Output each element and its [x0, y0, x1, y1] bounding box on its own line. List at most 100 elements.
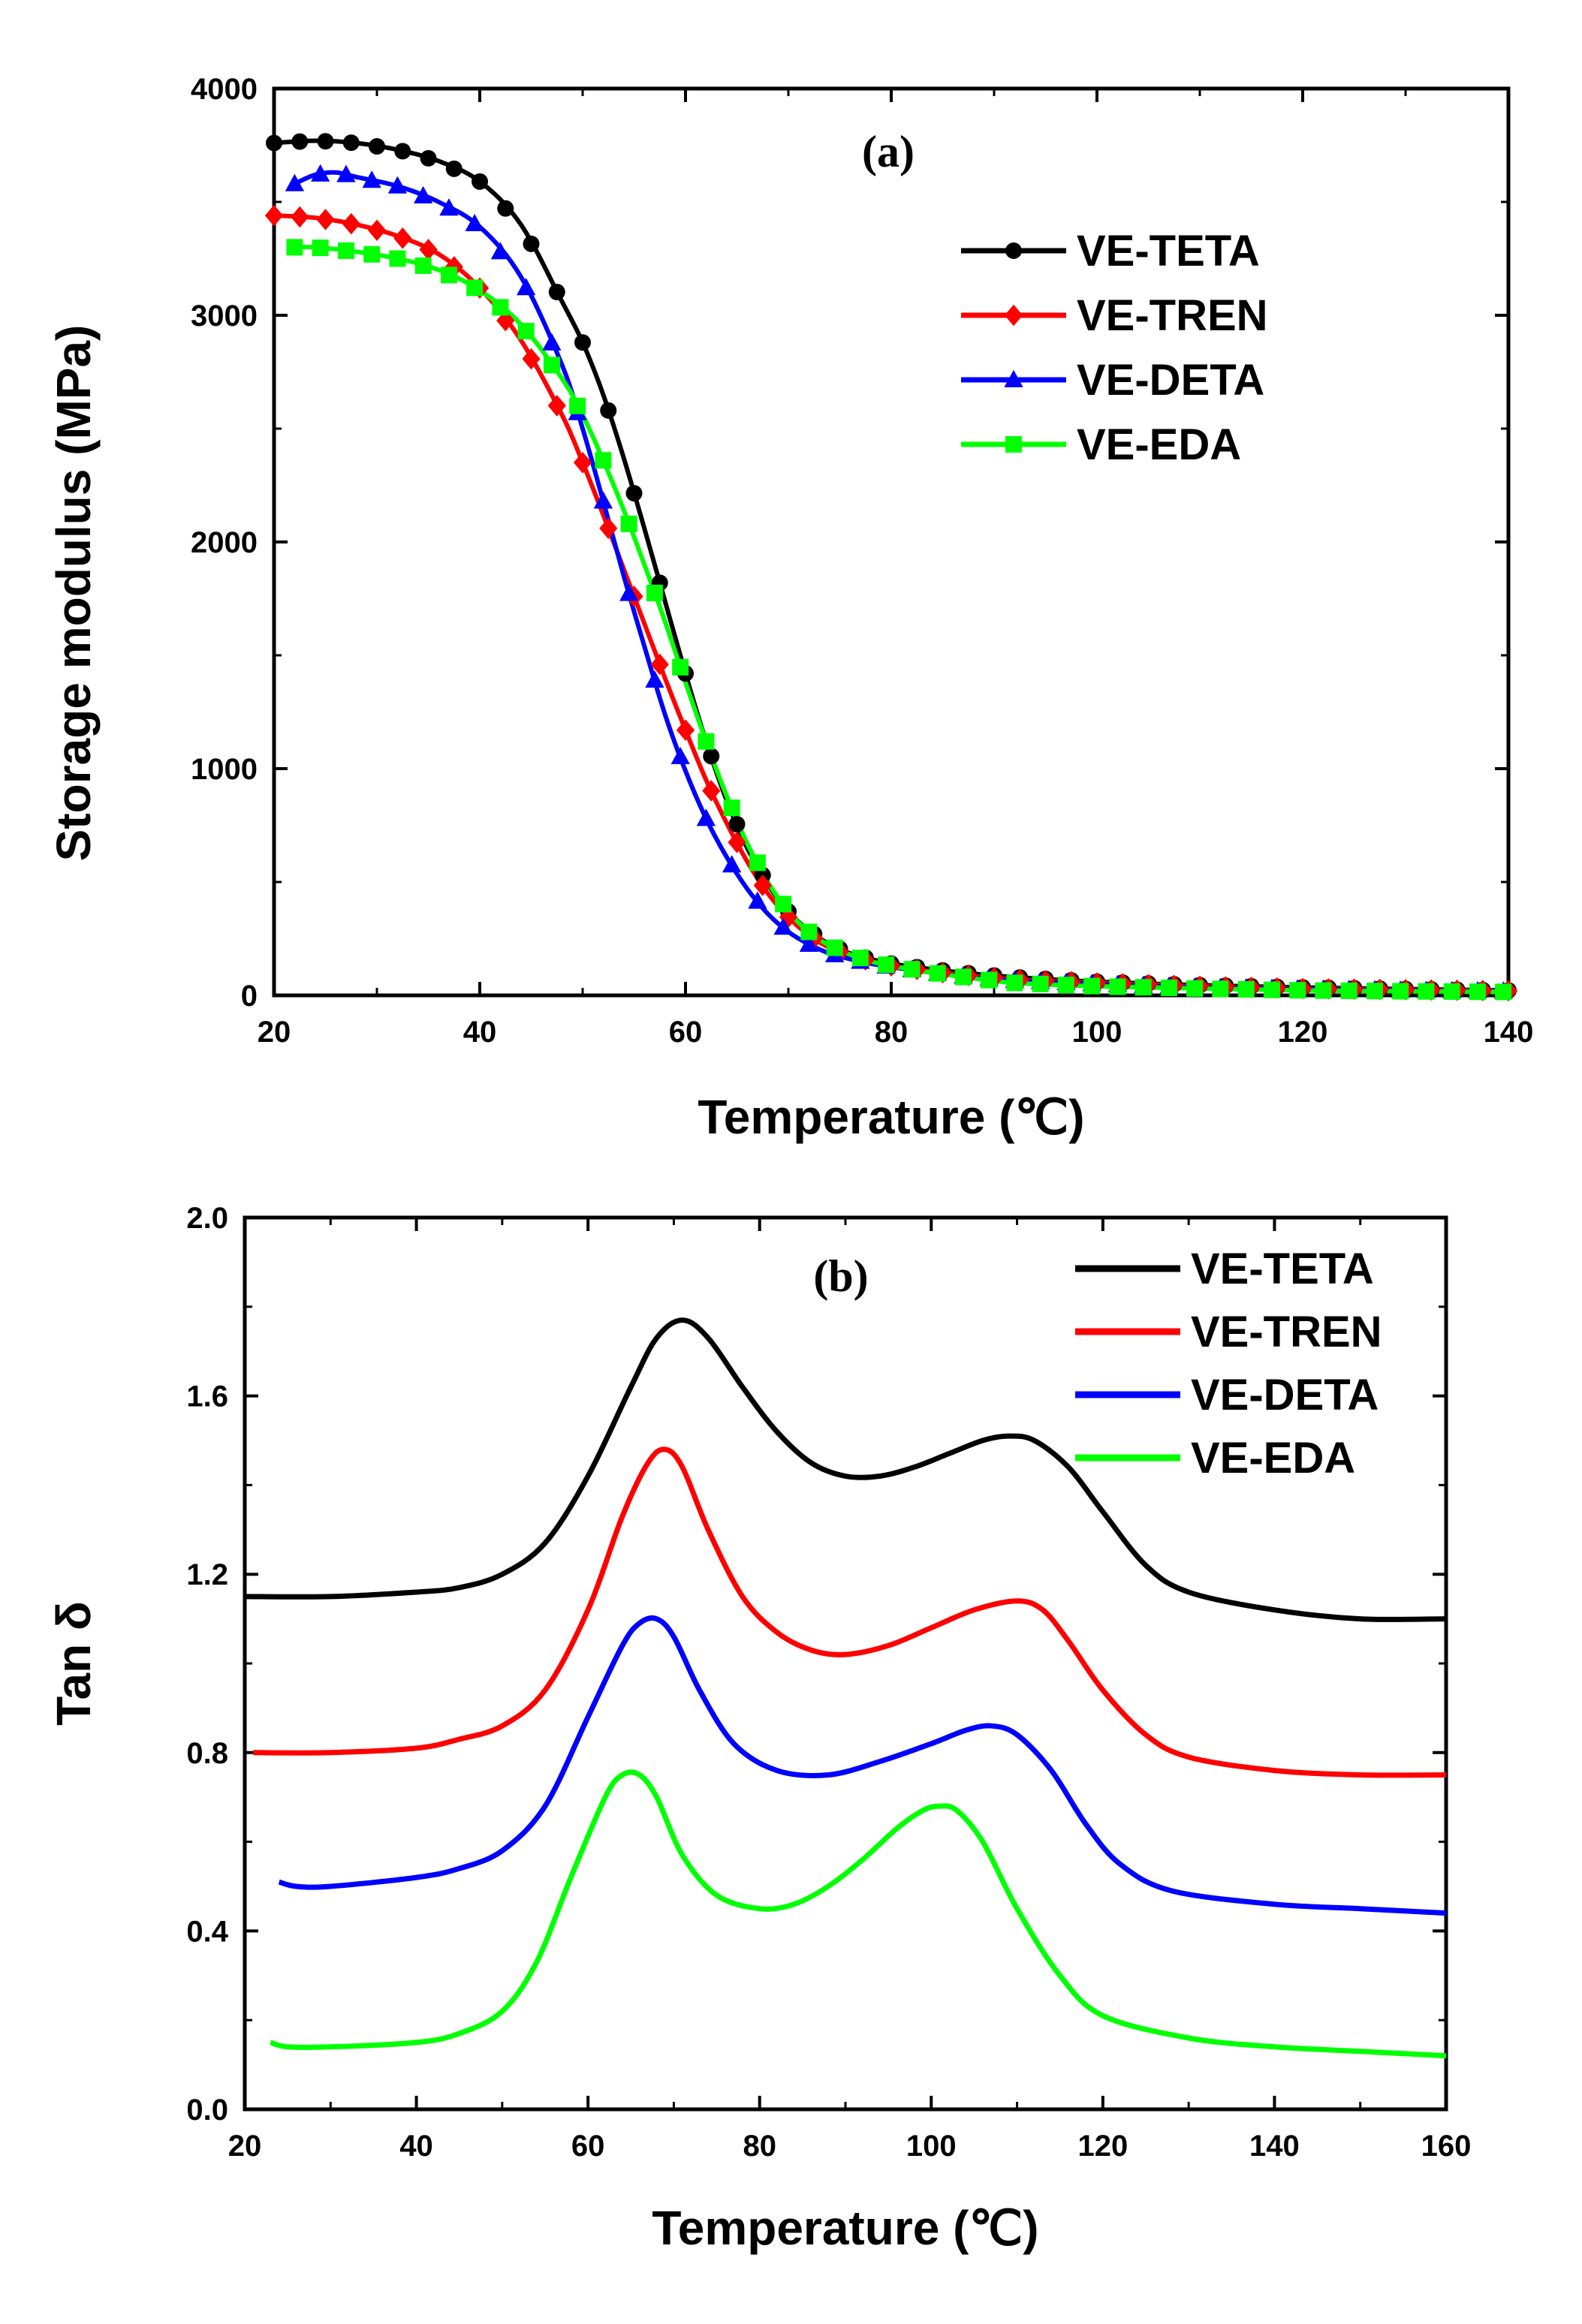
marker-ve-eda — [672, 658, 689, 676]
y-tick-label: 3000 — [191, 300, 258, 333]
marker-ve-deta — [799, 934, 819, 952]
legend-label-ve-deta: VE-DETA — [1077, 356, 1264, 405]
marker-ve-tren — [779, 906, 798, 929]
marker-ve-eda — [517, 323, 535, 340]
marker-ve-tren — [702, 780, 721, 802]
y-axis-title-b: Tan δ — [47, 1601, 101, 1726]
marker-ve-eda — [775, 896, 792, 913]
marker-ve-teta — [317, 133, 334, 150]
marker-ve-teta — [497, 200, 514, 217]
x-tick-label: 40 — [399, 2130, 433, 2163]
series-line-ve-eda — [270, 1769, 1447, 2059]
marker-ve-eda — [954, 968, 972, 986]
marker-ve-eda — [569, 397, 586, 414]
marker-ve-teta — [574, 334, 591, 351]
legend-label-ve-teta: VE-TETA — [1191, 1245, 1374, 1293]
x-tick-label: 140 — [1484, 1016, 1534, 1049]
marker-ve-deta — [414, 185, 433, 203]
legend-a: VE-TETA VE-TREN VE-DETA VE-EDA — [961, 227, 1268, 469]
x-tick-label: 160 — [1421, 2130, 1472, 2163]
marker-ve-deta — [670, 746, 690, 765]
marker-ve-deta — [439, 198, 459, 216]
panel-a: 20 40 60 80 100 120 140 0 1000 2000 3000 4000 (a) T… — [47, 73, 1533, 1144]
y-tick-label: 1.2 — [186, 1558, 228, 1591]
marker-ve-tren — [728, 831, 746, 853]
marker-ve-deta — [748, 891, 767, 909]
series-line-ve-teta — [244, 1317, 1447, 1622]
marker-ve-eda — [1263, 981, 1280, 998]
marker-ve-eda — [620, 515, 637, 532]
y-tick-label: 0.8 — [186, 1737, 228, 1770]
x-tick-label: 80 — [743, 2130, 776, 2163]
marker-ve-deta — [336, 164, 356, 182]
marker-ve-eda — [1160, 980, 1177, 997]
marker-ve-eda — [440, 266, 457, 284]
marker-ve-teta — [523, 235, 540, 252]
marker-ve-tren — [753, 875, 772, 896]
marker-ve-tren — [393, 227, 412, 249]
marker-ve-deta — [490, 242, 511, 260]
marker-ve-teta — [703, 748, 720, 765]
marker-ve-eda — [1469, 983, 1486, 1001]
x-tick-label: 20 — [258, 1016, 291, 1049]
x-tick-label: 60 — [571, 2130, 605, 2163]
legend-marker-ve-deta — [1004, 369, 1023, 387]
marker-ve-eda — [903, 961, 921, 978]
legend-label-ve-tren: VE-TREN — [1077, 291, 1268, 340]
marker-ve-teta — [445, 160, 463, 177]
marker-ve-teta — [472, 173, 488, 190]
y-tick-label: 0.4 — [186, 1915, 228, 1948]
marker-ve-tren — [316, 209, 335, 230]
marker-ve-eda — [826, 939, 843, 956]
marker-ve-eda — [1135, 979, 1152, 996]
series-lines-b — [244, 1317, 1447, 2059]
marker-ve-eda — [1418, 983, 1435, 1000]
marker-ve-deta — [593, 491, 613, 509]
marker-ve-eda — [1315, 982, 1332, 999]
x-tick-label: 40 — [463, 1016, 497, 1049]
marker-ve-eda — [337, 242, 354, 259]
x-tick-label: 100 — [1072, 1016, 1122, 1049]
series-line-ve-tren — [273, 213, 1509, 993]
legend-label-ve-tren: VE-TREN — [1191, 1308, 1382, 1356]
marker-ve-eda — [1006, 974, 1023, 992]
y-axis-title-a: Storage modulus (MPa) — [47, 325, 101, 862]
x-axis-title-b: Temperature (℃) — [652, 2201, 1038, 2255]
marker-ve-eda — [723, 799, 740, 817]
marker-ve-tren — [573, 452, 592, 474]
marker-ve-deta — [311, 164, 330, 182]
legend-marker-ve-teta — [1005, 242, 1022, 259]
marker-ve-teta — [548, 284, 565, 301]
marker-ve-eda — [878, 956, 895, 974]
x-tick-label: 140 — [1249, 2130, 1300, 2163]
marker-ve-deta — [465, 213, 484, 231]
x-tick-label: 20 — [228, 2130, 262, 2163]
marker-ve-tren — [342, 212, 360, 235]
marker-ve-eda — [543, 357, 560, 374]
marker-ve-tren — [419, 239, 438, 260]
legend-marker-ve-eda — [1005, 436, 1022, 453]
marker-ve-deta — [619, 583, 639, 601]
marker-ve-deta — [645, 670, 664, 688]
marker-ve-eda — [1340, 982, 1358, 999]
marker-ve-eda — [1057, 977, 1074, 994]
legend-b: VE-TETA VE-TREN VE-DETA VE-EDA — [1075, 1245, 1382, 1483]
marker-ve-deta — [362, 170, 381, 188]
x-tick-label: 60 — [669, 1016, 703, 1049]
marker-ve-eda — [981, 971, 998, 989]
marker-ve-eda — [414, 257, 432, 274]
marker-ve-eda — [1032, 975, 1049, 992]
marker-ve-tren — [650, 653, 669, 676]
marker-ve-teta — [291, 133, 309, 150]
marker-ve-tren — [599, 517, 618, 540]
marker-ve-eda — [466, 279, 484, 297]
marker-ve-deta — [517, 278, 536, 296]
marker-ve-eda — [1083, 977, 1101, 995]
marker-ve-teta — [266, 134, 282, 152]
legend-label-ve-eda: VE-EDA — [1077, 420, 1241, 469]
y-tick-label: 0 — [241, 980, 258, 1013]
marker-ve-deta — [773, 917, 793, 935]
marker-ve-eda — [1109, 978, 1126, 995]
marker-ve-tren — [547, 395, 566, 417]
